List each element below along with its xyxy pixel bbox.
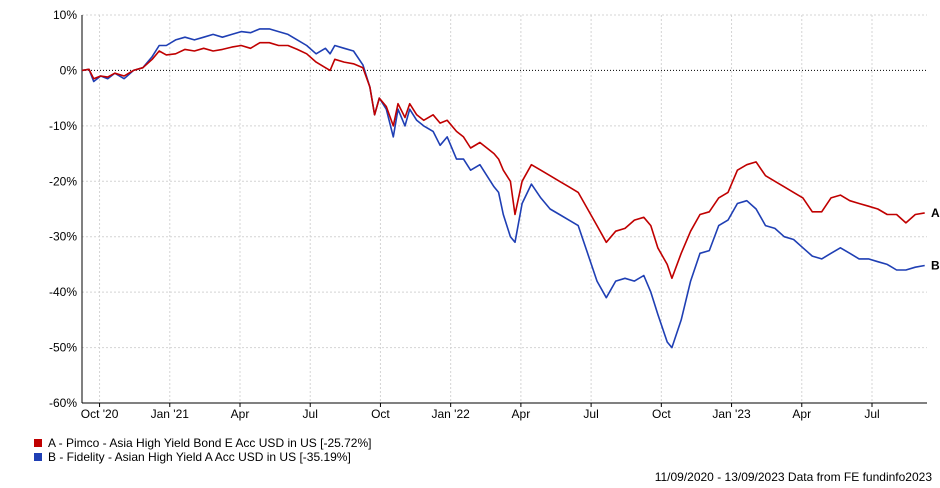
x-tick-label: Apr [231, 407, 250, 421]
legend-label-b: B - Fidelity - Asian High Yield A Acc US… [48, 450, 351, 464]
y-tick-label: 10% [53, 8, 77, 22]
series-line-b [81, 28, 925, 349]
y-tick-label: -10% [49, 119, 77, 133]
x-tick-label: Jan '23 [712, 407, 751, 421]
x-tick-label: Jan '22 [431, 407, 470, 421]
legend: A - Pimco - Asia High Yield Bond E Acc U… [34, 436, 371, 464]
y-tick-label: -30% [49, 230, 77, 244]
series-line-a [81, 41, 925, 280]
y-tick-label: -20% [49, 174, 77, 188]
y-tick-label: -60% [49, 396, 77, 410]
x-tick-label: Apr [792, 407, 811, 421]
legend-swatch-a [34, 439, 42, 447]
x-tick-label: Oct [371, 407, 390, 421]
x-tick-label: Jul [864, 407, 879, 421]
legend-label-a: A - Pimco - Asia High Yield Bond E Acc U… [48, 436, 372, 450]
y-tick-label: -50% [49, 341, 77, 355]
x-tick-label: Jul [303, 407, 318, 421]
footer-source: 11/09/2020 - 13/09/2023 Data from FE fun… [654, 470, 932, 484]
legend-item-b: B - Fidelity - Asian High Yield A Acc US… [34, 450, 371, 464]
legend-swatch-b [34, 453, 42, 461]
x-tick-label: Oct [652, 407, 671, 421]
x-tick-label: Apr [512, 407, 531, 421]
line-chart: 10% 0% -10% -20% -30% -40% -50% -60% Oct '20 Jan … [49, 8, 940, 421]
y-tick-label: 0% [60, 63, 78, 77]
x-tick-label: Oct '20 [81, 407, 119, 421]
x-tick-label: Jul [583, 407, 598, 421]
x-tick-label: Jan '21 [151, 407, 190, 421]
y-tick-label: -40% [49, 285, 77, 299]
series-end-label-b: B [931, 259, 940, 273]
series-end-label-a: A [931, 206, 940, 220]
legend-item-a: A - Pimco - Asia High Yield Bond E Acc U… [34, 436, 371, 450]
